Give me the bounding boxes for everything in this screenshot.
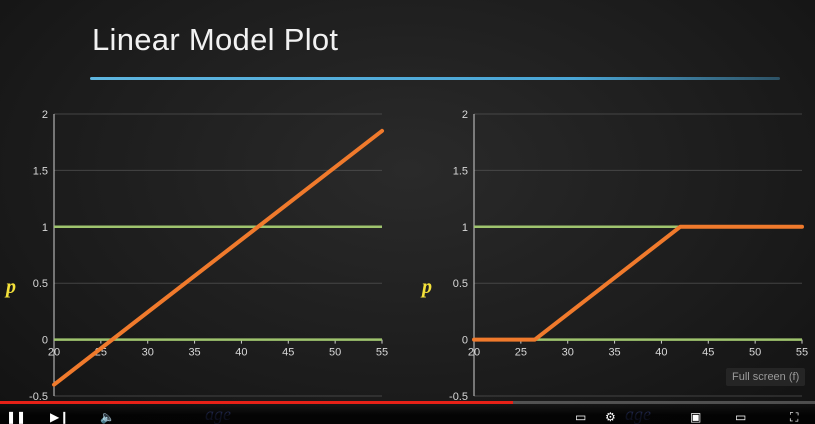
next-icon[interactable]: ▶❙ <box>50 410 70 424</box>
y-axis-label: p <box>420 276 432 298</box>
y-tick-label: 1 <box>462 222 468 234</box>
y-tick-label: 0 <box>462 335 468 347</box>
video-controls-bar <box>0 402 815 424</box>
x-tick-label: 35 <box>608 347 620 359</box>
x-tick-label: 30 <box>142 347 154 359</box>
x-tick-label: 45 <box>282 347 294 359</box>
y-tick-label: 0.5 <box>453 278 468 290</box>
x-tick-label: 40 <box>235 347 247 359</box>
y-tick-label: 1 <box>42 222 48 234</box>
y-tick-label: 2 <box>42 109 48 121</box>
y-axis-label: p <box>4 276 16 298</box>
y-tick-label: 1.5 <box>33 165 48 177</box>
x-tick-label: 55 <box>376 347 388 359</box>
y-tick-label: 0.5 <box>33 278 48 290</box>
miniplayer-icon[interactable]: ▣ <box>690 410 702 424</box>
fullscreen-tooltip: Full screen (f) <box>726 368 806 386</box>
series-line <box>472 224 804 342</box>
slide-title: Linear Model Plot <box>92 22 339 57</box>
y-tick-label: 2 <box>462 109 468 121</box>
y-tick-label: 1.5 <box>453 165 468 177</box>
y-tick-label: 0 <box>42 335 48 347</box>
settings-icon[interactable]: ⚙ <box>605 410 616 424</box>
x-tick-label: 50 <box>749 347 761 359</box>
fullscreen-icon[interactable]: ⛶ <box>790 410 799 424</box>
captions-icon[interactable]: ▭ <box>575 410 587 424</box>
chart-1: -0.500.511.522025303540455055page <box>4 109 388 424</box>
title-underline <box>90 77 780 80</box>
x-tick-label: 20 <box>468 347 480 359</box>
x-tick-label: 20 <box>48 347 60 359</box>
y-tick-label: -0.5 <box>449 391 468 403</box>
x-tick-label: 30 <box>562 347 574 359</box>
x-tick-label: 40 <box>655 347 667 359</box>
x-tick-label: 25 <box>515 347 527 359</box>
series-line <box>52 128 384 387</box>
video-progress-bar[interactable] <box>0 401 815 404</box>
x-tick-label: 45 <box>702 347 714 359</box>
pause-icon[interactable]: ❚❚ <box>6 410 27 424</box>
video-progress-fill <box>0 401 514 404</box>
theater-icon[interactable]: ▭ <box>735 410 747 424</box>
x-tick-label: 55 <box>796 347 808 359</box>
x-tick-label: 50 <box>329 347 341 359</box>
y-tick-label: -0.5 <box>29 391 48 403</box>
x-tick-label: 35 <box>188 347 200 359</box>
volume-icon[interactable]: 🔈 <box>100 410 115 424</box>
